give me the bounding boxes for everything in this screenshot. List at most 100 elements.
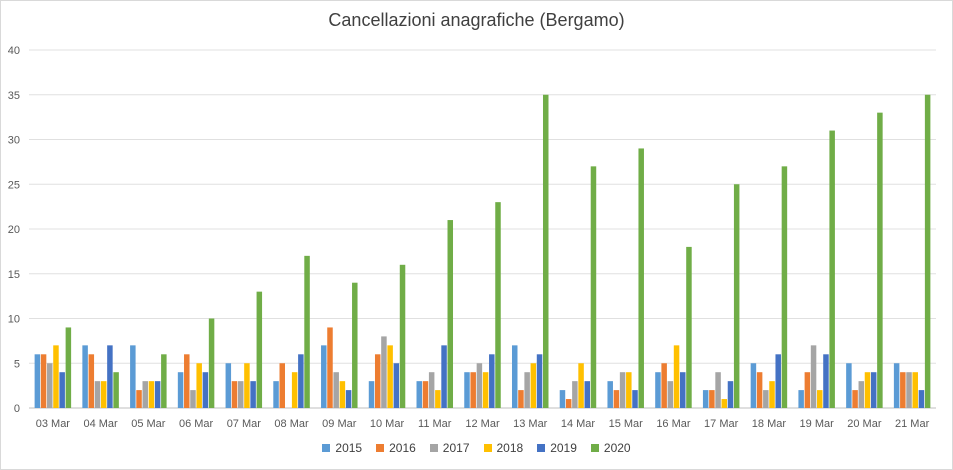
bar-2020 [447,220,454,408]
bar-2016 [40,354,47,408]
legend-item: 2018 [483,441,524,455]
bar-2020 [352,282,358,408]
bar-2018 [817,390,823,408]
bar-2017 [428,372,435,408]
y-tick-label: 10 [8,314,20,326]
y-tick-label: 0 [14,403,20,415]
x-tick-label: 15 Mar [609,418,644,430]
bar-2016 [184,354,190,408]
legend-swatch [376,444,385,452]
bar-2017 [94,381,101,408]
bar-2017 [810,345,817,408]
legend-label: 2020 [603,441,631,455]
bar-2020 [829,130,835,409]
chart-title: Cancellazioni anagrafiche (Bergamo) [328,10,625,30]
x-tick-label: 11 Mar [418,418,452,430]
bar-2018 [387,345,393,408]
bar-2015 [750,363,757,408]
bar-2015 [559,390,566,408]
bar-2017 [476,363,483,408]
bar-2018 [626,372,632,408]
bar-2019 [870,372,877,408]
x-tick-label: 18 Mar [752,418,787,430]
bar-2020 [686,246,692,408]
legend-label: 2019 [550,441,577,455]
bar-2016 [327,327,333,408]
bar-2019 [393,363,400,408]
bar-2016 [613,390,620,408]
bar-2019 [823,354,829,408]
bars [34,94,931,409]
legend-item: 2019 [537,441,577,455]
bar-2020 [733,184,740,408]
bar-2016 [804,372,811,408]
bar-2015 [273,381,279,408]
legend-label: 2018 [496,441,524,455]
x-axis-ticks: 03 Mar 04 Mar 05 Mar 06 Mar 07 Mar 08 Mar 09 M… [36,418,930,430]
bar-2020 [208,318,215,408]
bar-2020 [638,148,644,408]
bar-2020 [924,94,931,408]
bar-2019 [489,354,495,408]
bar-2015 [34,354,41,408]
y-tick-label: 25 [8,179,20,191]
bar-2017 [142,381,148,408]
bar-2018 [482,372,489,408]
x-tick-label: 13 Mar [513,418,548,430]
y-tick-label: 15 [8,269,20,281]
x-tick-label: 21 Mar [895,418,930,430]
bar-2015 [177,372,184,408]
bar-2019 [107,345,113,408]
bar-2017 [619,372,626,408]
x-tick-label: 14 Mar [561,418,596,430]
bar-2018 [244,363,250,408]
x-tick-label: 06 Mar [179,418,214,430]
bar-2016 [374,354,381,408]
bar-2015 [846,363,852,408]
bar-2018 [721,399,728,408]
bar-2020 [781,166,788,408]
bar-2015 [82,345,88,408]
bar-2020 [113,372,119,408]
bar-2019 [536,354,543,408]
bar-2019 [441,345,447,408]
bar-2018 [100,381,107,408]
legend-swatch [590,444,599,452]
x-tick-label: 16 Mar [656,418,691,430]
bar-2017 [763,390,769,408]
x-tick-label: 08 Mar [274,418,309,430]
legend-swatch [537,444,546,452]
x-tick-label: 20 Mar [847,418,882,430]
bar-2016 [136,390,142,408]
bar-2016 [88,354,95,408]
bar-2018 [769,381,775,408]
bar-2015 [368,381,375,408]
bar-2019 [632,390,638,408]
bar-2019 [345,390,352,408]
y-tick-label: 20 [8,224,20,236]
x-tick-label: 19 Mar [800,418,835,430]
legend: 2015 2016 2017 2018 2019 2020 [0,441,953,455]
y-tick-label: 40 [8,45,20,57]
legend-label: 2015 [335,441,363,455]
x-tick-label: 10 Mar [370,418,405,430]
bar-2015 [511,345,518,408]
legend-label: 2016 [389,441,416,455]
legend-item: 2015 [322,441,362,455]
x-tick-label: 09 Mar [322,418,357,430]
legend-item: 2017 [429,441,470,455]
bar-2015 [130,345,136,408]
bar-2020 [877,112,883,409]
bar-2017 [667,381,674,408]
bar-2019 [298,354,304,408]
bar-2016 [565,399,572,408]
bar-2016 [231,381,238,408]
bar-2018 [435,390,441,408]
bar-2019 [59,372,65,408]
bar-2020 [256,291,263,408]
bar-2018 [196,363,202,408]
y-axis-ticks: 0 5 10 15 20 25 30 35 40 [8,45,20,415]
bar-2019 [154,381,161,408]
x-tick-label: 03 Mar [36,418,71,430]
